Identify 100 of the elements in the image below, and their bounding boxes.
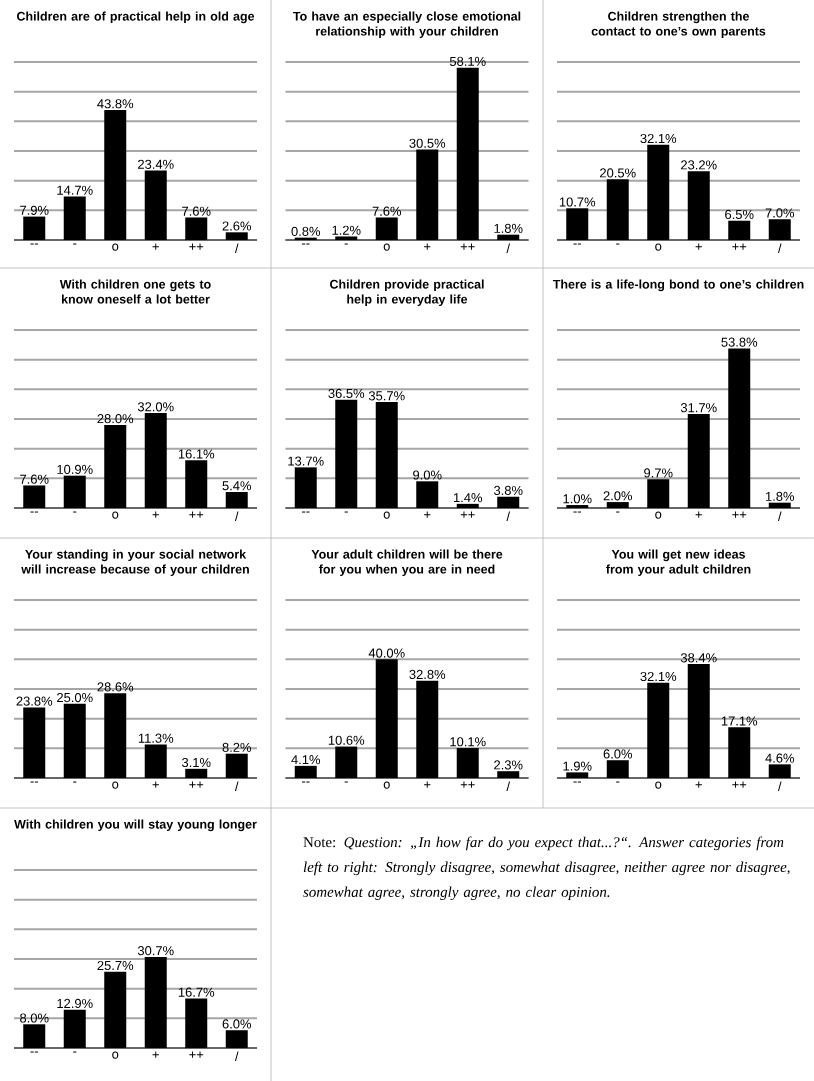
x-tick-label: -- [573,511,581,513]
data-label: 2.0% [603,491,633,501]
data-label: 9.7% [644,468,673,478]
bar [63,1009,86,1049]
x-tick-label: o [112,243,119,251]
bar [606,502,629,509]
bar [647,144,670,241]
x-tick-label: + [424,781,431,788]
data-label: 1.4% [453,493,483,503]
x-tick-label: / [777,243,782,254]
chart-title: Children strengthen the contact to one’s own parents [591,11,766,39]
bar [768,502,791,509]
x-tick-label: / [234,1051,239,1062]
x-tick-label: ++ [189,1051,204,1058]
bar [185,460,208,509]
data-label: 31.7% [680,403,717,413]
data-label: 36.5% [328,388,365,399]
x-tick-label: -- [30,781,38,783]
bar [687,413,710,509]
bar [566,208,589,241]
bar [456,503,479,509]
x-tick-label: + [695,781,702,788]
x-tick-label: -- [573,243,581,245]
x-tick-label: + [152,781,159,788]
data-label: 38.4% [680,653,717,663]
data-label: 32.8% [409,669,446,680]
bar [687,171,710,241]
data-label: 40.0% [368,648,405,658]
bar [647,682,670,779]
data-label: 30.7% [137,946,174,956]
bar [144,170,167,241]
x-tick-label: ++ [732,781,747,788]
data-label: 6.0% [222,1019,252,1029]
x-tick-label: o [383,781,390,789]
x-tick-label: ++ [732,511,747,518]
x-tick-label: - [344,243,348,245]
bar [375,659,398,779]
data-label: 1.0% [563,494,592,504]
data-label: 6.5% [725,209,754,220]
data-label: 7.6% [182,206,211,216]
bar [335,236,358,241]
bar [23,216,46,241]
data-label: 23.2% [681,160,717,170]
x-tick-label: / [234,511,239,522]
x-tick-label: - [344,511,348,513]
data-label: 7.0% [765,208,795,218]
bar [225,491,248,509]
data-label: 1.8% [765,491,795,501]
data-label: 35.7% [368,391,405,401]
x-tick-label: o [655,243,662,251]
bar [416,481,439,509]
data-label: 25.0% [57,692,93,703]
bar [728,727,751,779]
bar [294,765,317,779]
data-label: 1.8% [494,223,523,233]
bar [185,998,208,1049]
data-label: 6.0% [603,749,633,759]
data-label: 12.9% [57,998,93,1009]
x-tick-label: o [383,511,390,519]
bar [23,1024,46,1049]
data-label: 1.9% [563,761,592,771]
bar [144,956,167,1049]
bar [144,744,167,779]
bar [456,67,479,241]
bar [728,220,751,241]
x-tick-label: / [234,781,239,792]
data-label: 13.7% [288,456,324,466]
x-tick-label: / [777,781,782,792]
data-label: 58.1% [449,56,486,66]
data-label: 28.0% [97,414,134,424]
data-label: 0.8% [291,226,321,236]
x-tick-label: ++ [460,511,475,518]
data-label: 16.1% [178,449,215,459]
x-tick-label: - [73,511,77,513]
data-label: 9.0% [413,470,442,480]
data-label: 16.7% [178,987,215,997]
x-tick-label: ++ [189,781,204,788]
data-label: 30.5% [409,138,446,148]
x-tick-label: + [424,511,431,518]
x-tick-label: - [616,781,620,783]
x-tick-label: ++ [189,511,204,518]
bar [185,217,208,241]
bar [566,772,589,779]
data-label: 3.8% [493,485,523,496]
x-tick-label: / [234,243,239,254]
bar [497,234,520,241]
bar [335,399,358,509]
data-label: 32.1% [640,671,677,682]
data-label: 11.3% [138,733,174,743]
bar [225,753,248,779]
bar [104,693,127,779]
data-label: 10.1% [450,737,486,747]
x-tick-label: o [655,781,662,789]
data-label: 10.9% [57,464,93,474]
data-label: 4.6% [765,753,795,763]
x-tick-label: -- [30,243,38,245]
data-label: 53.8% [721,337,758,347]
bar [606,179,629,241]
bar [728,348,751,509]
data-label: 10.7% [559,197,596,207]
